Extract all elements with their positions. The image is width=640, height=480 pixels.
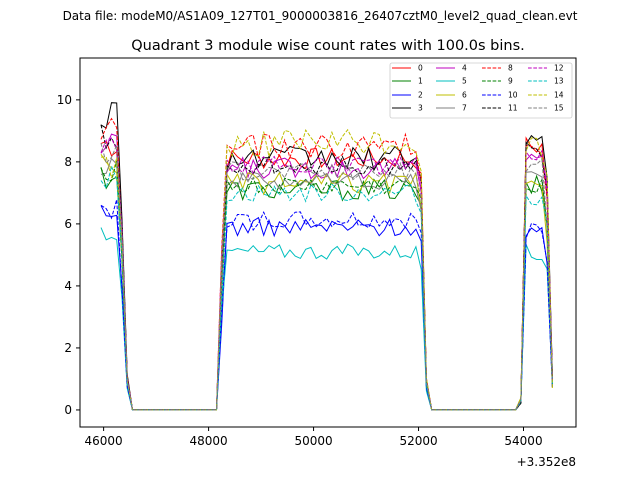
x-tick-label: 52000 <box>399 434 437 448</box>
legend-label-0: 0 <box>418 64 423 73</box>
legend-label-5: 5 <box>462 77 467 86</box>
figure-suptitle: Data file: modeM0/AS1A09_127T01_90000038… <box>63 9 578 23</box>
legend-label-11: 11 <box>508 104 518 113</box>
legend-label-15: 15 <box>554 104 564 113</box>
chart-title: Quadrant 3 module wise count rates with … <box>131 38 525 54</box>
legend-frame <box>389 62 573 119</box>
y-tick-label: 8 <box>64 155 72 169</box>
x-tick-label: 50000 <box>294 434 332 448</box>
legend-label-4: 4 <box>462 64 467 73</box>
legend-label-9: 9 <box>508 77 513 86</box>
plot-area-frame <box>79 57 577 428</box>
x-tick-label: 54000 <box>504 434 542 448</box>
legend-label-1: 1 <box>418 77 423 86</box>
x-axis: 46000 48000 50000 52000 54000 <box>85 427 543 448</box>
y-tick-label: 4 <box>64 279 72 293</box>
y-tick-label: 6 <box>64 217 72 231</box>
series-line-8 <box>100 117 553 411</box>
x-tick-label: 48000 <box>189 434 227 448</box>
y-tick-label: 2 <box>64 341 72 355</box>
legend-label-7: 7 <box>462 104 467 113</box>
x-axis-offset-text: +3.352e8 <box>517 455 576 469</box>
series-lines <box>100 102 553 411</box>
legend-label-10: 10 <box>508 91 518 100</box>
x-tick-label: 46000 <box>85 434 123 448</box>
y-tick-label: 0 <box>64 403 72 417</box>
y-axis: 0 2 4 6 8 10 <box>57 93 80 417</box>
series-line-15 <box>100 143 553 411</box>
legend-label-12: 12 <box>554 64 564 73</box>
y-tick-label: 10 <box>57 93 72 107</box>
legend-label-14: 14 <box>554 91 564 100</box>
legend-label-6: 6 <box>462 91 467 100</box>
legend-label-8: 8 <box>508 64 513 73</box>
legend-label-13: 13 <box>554 77 564 86</box>
legend-label-2: 2 <box>418 91 423 100</box>
legend-label-3: 3 <box>418 104 423 113</box>
